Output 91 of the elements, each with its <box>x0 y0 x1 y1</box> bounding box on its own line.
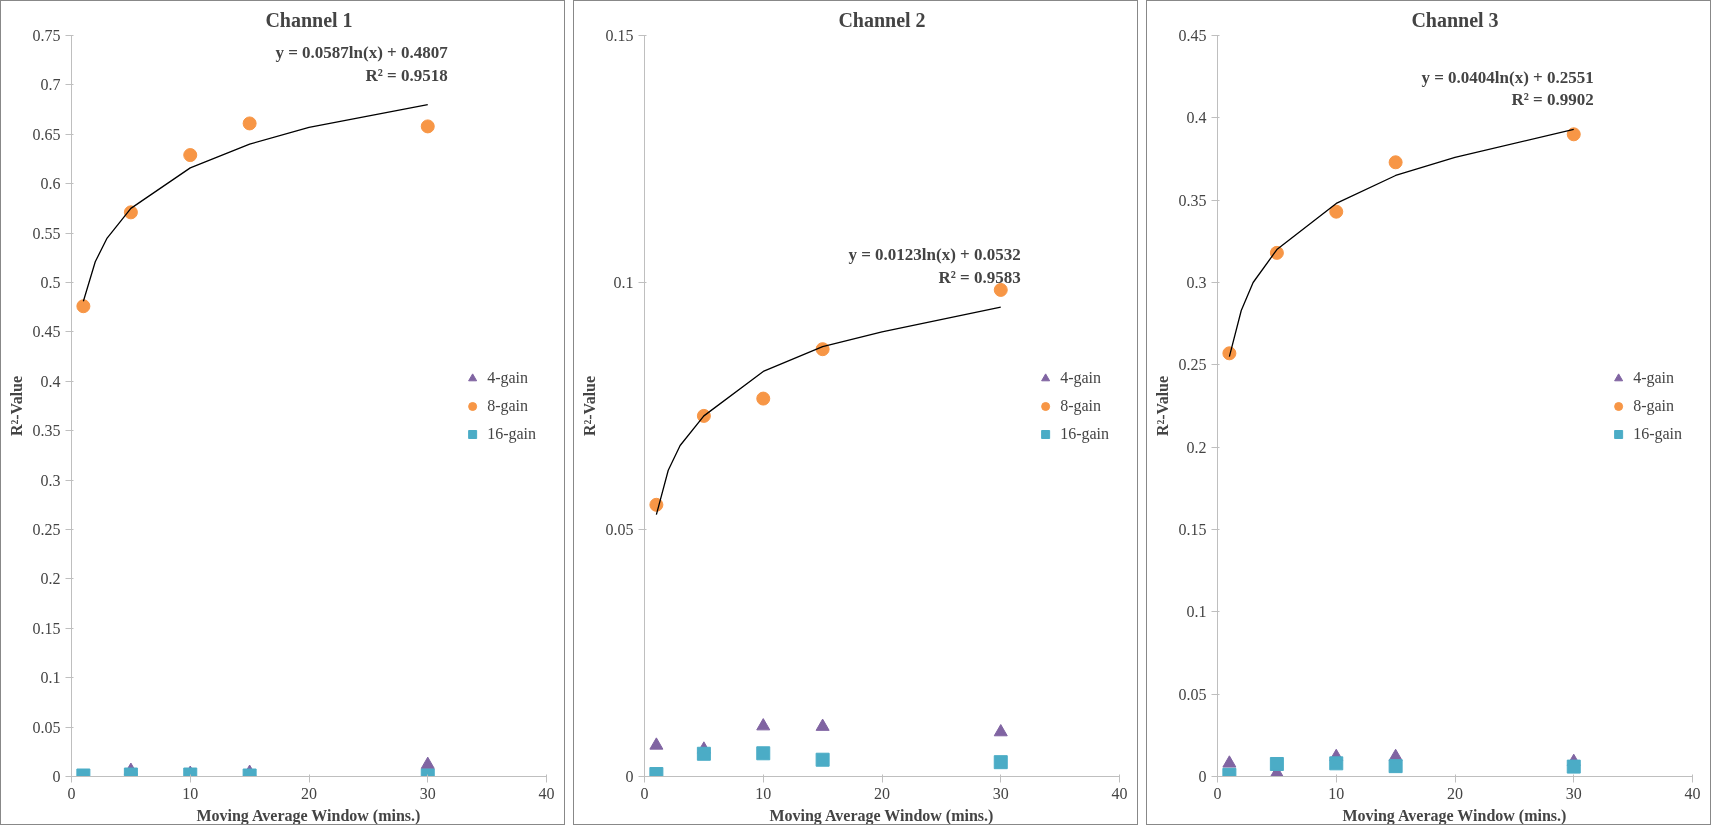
legend-label: 8-gain <box>1060 396 1101 415</box>
point <box>1269 756 1284 771</box>
chart-title: Channel 2 <box>838 8 926 31</box>
y-tick-label: 0.25 <box>32 521 61 538</box>
point <box>420 756 435 769</box>
x-axis-title: Moving Average Window (mins.) <box>769 806 994 825</box>
point <box>1566 759 1581 774</box>
y-tick-label: 0.75 <box>32 27 61 44</box>
x-tick-label: 40 <box>538 784 555 802</box>
point <box>993 724 1008 737</box>
y-tick-label: 0.35 <box>1178 191 1207 209</box>
point <box>183 148 198 163</box>
point <box>649 737 664 750</box>
x-tick-label: 20 <box>1447 784 1463 802</box>
y-tick-label: 0.3 <box>40 471 61 489</box>
point <box>420 119 435 134</box>
point <box>993 282 1008 297</box>
x-tick-label: 0 <box>67 784 76 802</box>
point <box>1388 155 1403 170</box>
y-tick-label: 0 <box>625 768 634 785</box>
y-tick-label: 0.2 <box>1186 438 1207 456</box>
point <box>756 746 771 761</box>
y-tick-label: 0.15 <box>1178 521 1207 538</box>
y-tick-label: 0.4 <box>40 372 61 390</box>
point <box>1222 346 1237 361</box>
y-tick-label: 0.4 <box>1186 109 1207 127</box>
x-tick-label: 40 <box>1111 784 1128 802</box>
y-tick-label: 0.45 <box>32 323 61 341</box>
x-tick-label: 20 <box>301 784 317 802</box>
x-tick-label: 10 <box>182 784 199 802</box>
legend-label: 16-gain <box>487 424 536 443</box>
legend-label: 4-gain <box>1633 368 1674 387</box>
legend-label: 8-gain <box>1633 396 1674 415</box>
y-tick-label: 0.1 <box>613 274 634 291</box>
y-tick-label: 0.1 <box>1186 603 1207 621</box>
x-tick-label: 0 <box>640 784 649 802</box>
y-tick-label: 0.15 <box>32 619 61 637</box>
legend-label: 8-gain <box>487 396 528 415</box>
y-tick-label: 0.15 <box>605 27 634 44</box>
y-axis-title: R²-Value <box>1153 375 1171 437</box>
point <box>756 391 771 406</box>
x-axis-title: Moving Average Window (mins.) <box>196 806 421 825</box>
y-tick-label: 0.7 <box>40 76 61 94</box>
point <box>242 116 257 131</box>
y-axis-title: R²-Value <box>580 375 598 437</box>
point <box>1222 755 1237 768</box>
y-tick-label: 0.05 <box>32 718 61 736</box>
x-tick-label: 30 <box>992 784 1009 802</box>
y-tick-label: 0.05 <box>605 521 634 538</box>
point <box>993 755 1008 770</box>
point <box>756 718 771 731</box>
legend-label: 4-gain <box>1060 368 1101 387</box>
y-tick-label: 0.65 <box>32 125 61 143</box>
x-tick-label: 20 <box>874 784 890 802</box>
line-series <box>655 306 1002 516</box>
x-tick-label: 40 <box>1684 784 1701 802</box>
point <box>815 752 830 767</box>
y-tick-label: 0 <box>1198 768 1207 785</box>
y-tick-label: 0.6 <box>40 175 61 193</box>
chart-title: Channel 1 <box>265 8 353 31</box>
legend-label: 16-gain <box>1633 424 1682 443</box>
point <box>815 718 830 731</box>
y-tick-label: 0 <box>52 768 61 785</box>
y-tick-label: 0.25 <box>1178 356 1207 374</box>
point <box>1329 756 1344 771</box>
x-tick-label: 30 <box>1565 784 1582 802</box>
annotation: y = 0.0123ln(x) + 0.0532 R² = 0.9583 <box>848 245 1021 288</box>
x-tick-label: 30 <box>419 784 436 802</box>
point <box>1388 759 1403 774</box>
x-tick-label: 10 <box>1328 784 1345 802</box>
y-axis-title: R²-Value <box>7 375 25 437</box>
annotation: y = 0.0587ln(x) + 0.4807 R² = 0.9518 <box>275 42 449 85</box>
x-axis-title: Moving Average Window (mins.) <box>1342 806 1567 825</box>
y-tick-label: 0.3 <box>1186 274 1207 291</box>
y-tick-label: 0.5 <box>40 274 61 291</box>
y-tick-label: 0.35 <box>32 422 61 440</box>
y-tick-label: 0.55 <box>32 224 61 242</box>
annotation: y = 0.0404ln(x) + 0.2551 R² = 0.9902 <box>1421 67 1594 110</box>
point <box>696 746 711 761</box>
x-tick-label: 10 <box>755 784 772 802</box>
legend-label: 4-gain <box>487 368 528 387</box>
point <box>76 299 91 314</box>
y-tick-label: 0.1 <box>40 669 61 687</box>
legend-label: 16-gain <box>1060 424 1109 443</box>
point <box>1566 127 1581 142</box>
y-tick-label: 0.05 <box>1178 685 1207 703</box>
point <box>1329 204 1344 219</box>
y-tick-label: 0.2 <box>40 570 61 588</box>
chart-title: Channel 3 <box>1411 8 1499 31</box>
y-tick-label: 0.45 <box>1178 27 1207 44</box>
x-tick-label: 0 <box>1213 784 1222 802</box>
